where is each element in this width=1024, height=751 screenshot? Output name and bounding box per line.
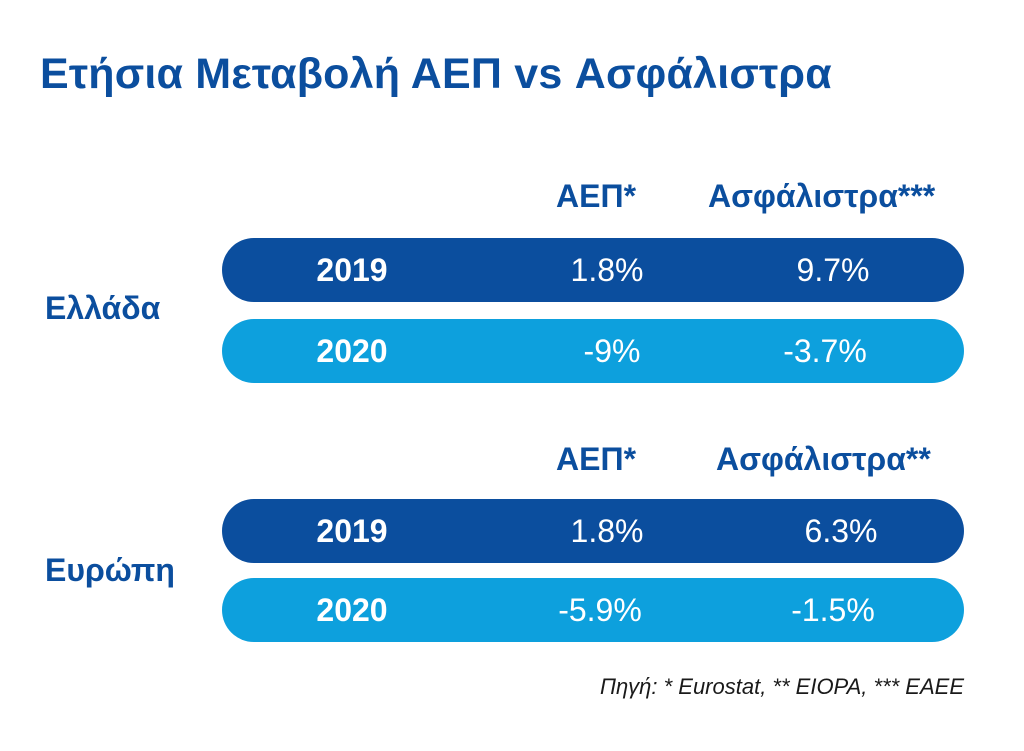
- column-header-gdp: ΑΕΠ*: [556, 441, 637, 477]
- year-cell: 2019: [316, 252, 388, 288]
- year-cell: 2020: [316, 592, 388, 628]
- premiums-cell: -1.5%: [791, 592, 875, 628]
- year-cell: 2020: [316, 333, 388, 369]
- table-row: 2019 1.8% 9.7%: [222, 238, 964, 302]
- column-header-premiums: Ασφάλιστρα**: [716, 441, 931, 477]
- column-header-premiums: Ασφάλιστρα***: [708, 178, 936, 214]
- table-row: 2020 -5.9% -1.5%: [222, 578, 964, 642]
- premiums-cell: 6.3%: [804, 513, 878, 549]
- premiums-cell: 9.7%: [796, 252, 870, 288]
- source-note: Πηγή: * Eurostat, ** EIOPA, *** ΕΑΕΕ: [600, 674, 964, 699]
- column-header-gdp: ΑΕΠ*: [556, 178, 637, 214]
- gdp-cell: 1.8%: [570, 252, 644, 288]
- table-row: 2020 -9% -3.7%: [222, 319, 964, 383]
- premiums-cell: -3.7%: [783, 333, 867, 369]
- gdp-cell: 1.8%: [570, 513, 644, 549]
- region-label: Ελλάδα: [45, 290, 161, 326]
- year-cell: 2019: [316, 513, 388, 549]
- region-label: Ευρώπη: [45, 552, 175, 588]
- table-row: 2019 1.8% 6.3%: [222, 499, 964, 563]
- chart-title: Ετήσια Μεταβολή ΑΕΠ vs Ασφάλιστρα: [40, 50, 832, 98]
- gdp-cell: -5.9%: [558, 592, 642, 628]
- gdp-cell: -9%: [583, 333, 641, 369]
